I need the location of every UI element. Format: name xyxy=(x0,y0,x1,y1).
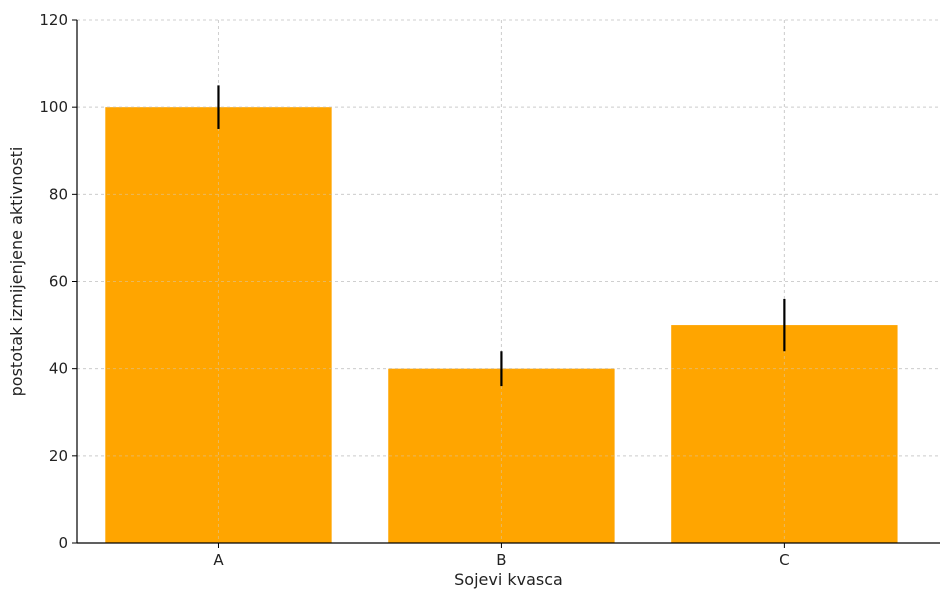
y-tick-label: 20 xyxy=(49,447,68,465)
x-tick-label-B: B xyxy=(496,551,506,569)
y-tick-label: 100 xyxy=(39,98,68,116)
y-tick-label: 0 xyxy=(58,534,68,552)
x-tick-label-C: C xyxy=(779,551,789,569)
y-axis-label: postotak izmijenjene aktivnosti xyxy=(7,147,26,397)
bar-B xyxy=(388,368,615,543)
y-tick-label: 120 xyxy=(39,11,68,29)
y-tick-label: 40 xyxy=(49,360,68,378)
bars-layer xyxy=(77,19,940,544)
error-bars-layer xyxy=(217,85,786,387)
bar-C xyxy=(671,325,898,543)
labels-layer: 0 20 40 60 80 100 120 A B C xyxy=(39,11,789,569)
bar-A xyxy=(105,107,332,544)
x-tick-label-A: A xyxy=(213,551,224,569)
y-tick-label: 80 xyxy=(49,185,68,203)
axes-layer xyxy=(72,19,940,548)
y-tick-label: 60 xyxy=(49,273,68,291)
x-axis-label: Sojevi kvasca xyxy=(454,570,563,589)
